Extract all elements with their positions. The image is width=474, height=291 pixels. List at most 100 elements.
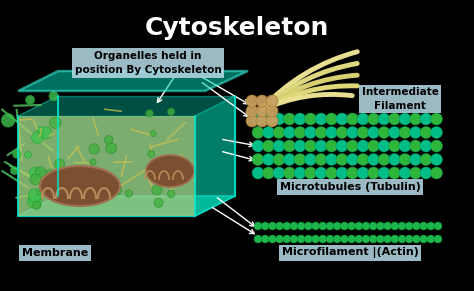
Text: Microfilament |(Actin): Microfilament |(Actin) [282,248,419,258]
Circle shape [357,140,369,152]
Circle shape [399,167,411,179]
Circle shape [315,140,327,152]
Circle shape [405,235,413,243]
Circle shape [346,167,358,179]
Circle shape [10,167,18,175]
Circle shape [389,127,401,139]
Text: Intermediate
Filament: Intermediate Filament [362,87,438,111]
Circle shape [263,153,274,166]
Circle shape [152,185,162,195]
Circle shape [304,140,317,152]
Circle shape [283,153,295,166]
Circle shape [383,222,392,230]
Circle shape [252,167,264,179]
Circle shape [290,222,298,230]
Circle shape [336,113,348,125]
Circle shape [340,222,348,230]
Circle shape [273,127,285,139]
Text: Organelles held in
position By Cytoskeleton: Organelles held in position By Cytoskele… [74,51,221,75]
Circle shape [304,235,312,243]
Text: Microtubules: Microtubules [290,182,381,194]
Circle shape [420,167,432,179]
Circle shape [367,140,380,152]
Circle shape [376,235,384,243]
Circle shape [37,127,44,134]
Circle shape [378,127,390,139]
Circle shape [333,235,341,243]
Circle shape [357,127,369,139]
Circle shape [125,190,133,197]
Circle shape [391,222,399,230]
Circle shape [430,167,443,179]
Circle shape [297,222,305,230]
Circle shape [254,235,262,243]
Circle shape [347,222,356,230]
Circle shape [362,235,370,243]
Circle shape [311,235,319,243]
Circle shape [33,201,41,209]
Circle shape [256,115,268,127]
Circle shape [294,153,306,166]
Circle shape [427,235,435,243]
Circle shape [430,153,443,166]
Circle shape [268,222,276,230]
Circle shape [263,127,274,139]
Circle shape [326,153,337,166]
Circle shape [378,167,390,179]
Circle shape [1,113,15,127]
Circle shape [246,95,258,107]
Circle shape [273,113,285,125]
Circle shape [427,222,435,230]
Circle shape [55,159,65,169]
Circle shape [346,153,358,166]
Circle shape [326,222,334,230]
Circle shape [399,153,411,166]
Circle shape [398,235,406,243]
Circle shape [168,190,175,198]
Circle shape [326,113,337,125]
Circle shape [367,153,380,166]
Circle shape [315,153,327,166]
Circle shape [326,140,337,152]
Circle shape [399,140,411,152]
Circle shape [304,222,312,230]
Circle shape [252,113,264,125]
Circle shape [268,235,276,243]
Circle shape [405,222,413,230]
Circle shape [111,184,121,195]
Circle shape [150,131,156,137]
Circle shape [256,105,268,117]
Circle shape [378,113,390,125]
Circle shape [261,235,269,243]
Circle shape [49,91,58,101]
Circle shape [346,127,358,139]
Circle shape [355,235,363,243]
Circle shape [319,222,327,230]
Circle shape [273,140,285,152]
Polygon shape [18,116,195,216]
Circle shape [346,140,358,152]
Circle shape [50,117,61,128]
Circle shape [311,222,319,230]
Circle shape [336,140,348,152]
Circle shape [369,235,377,243]
Circle shape [106,143,117,154]
Circle shape [304,153,317,166]
Circle shape [254,222,262,230]
Circle shape [326,127,337,139]
Polygon shape [195,96,235,216]
Circle shape [419,235,428,243]
Circle shape [28,189,41,202]
Polygon shape [18,71,248,91]
Circle shape [89,144,100,154]
Circle shape [283,140,295,152]
Circle shape [333,222,341,230]
Circle shape [283,167,295,179]
Circle shape [304,113,317,125]
Circle shape [336,153,348,166]
Circle shape [266,95,278,107]
Circle shape [146,109,154,117]
Circle shape [420,140,432,152]
Circle shape [30,174,41,185]
Text: Cytoskeleton: Cytoskeleton [145,16,329,40]
